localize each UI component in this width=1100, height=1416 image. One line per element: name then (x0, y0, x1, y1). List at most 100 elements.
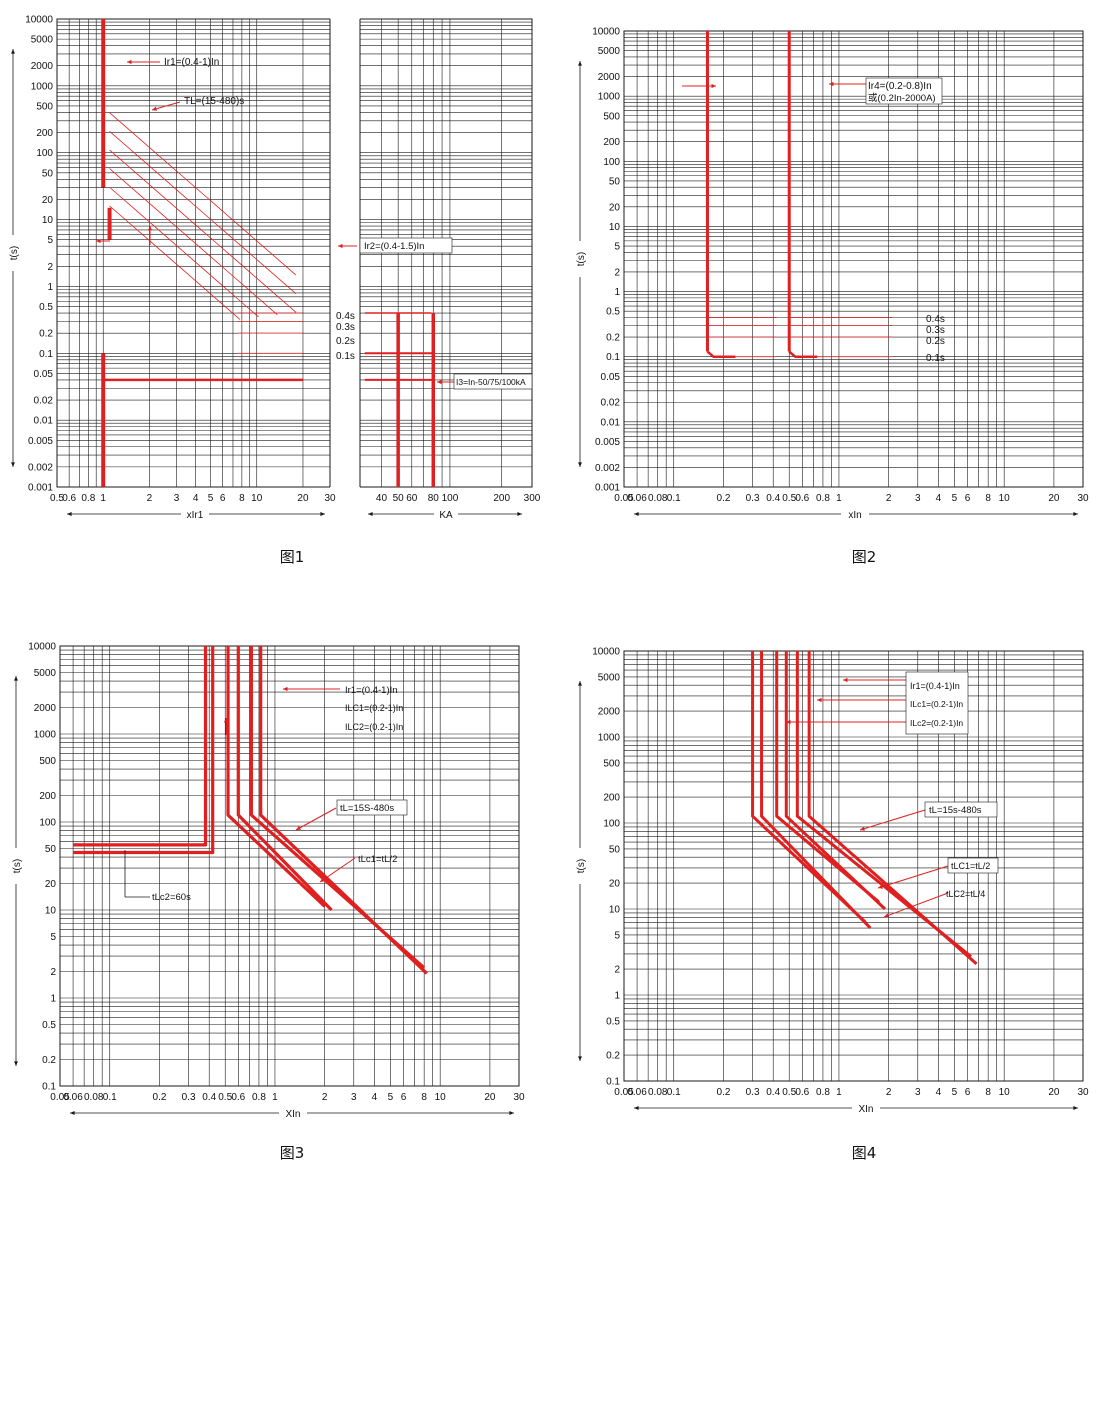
x-tick-label-4-6: 0.4 (766, 1087, 780, 1098)
y-tick-label-3-4: 2 (50, 967, 56, 978)
x-tick-label-2-18: 20 (1048, 493, 1060, 504)
caption-fig2: 图2 (851, 548, 877, 566)
x-tick-label-1-2: 0.8 (81, 493, 95, 504)
curve-band-0 (226, 646, 326, 908)
label-delay-2-5: 0.1s (926, 353, 945, 364)
x2-axis-arrow-head-1 (517, 512, 522, 516)
label-tlc2-3: tLc2=60s (152, 892, 191, 903)
x-tick-label-2-8: 0.6 (795, 493, 809, 504)
caption-fig3: 图3 (279, 1144, 305, 1162)
x-tick-label-3-3: 0.1 (103, 1092, 117, 1103)
arrow-left-small-head (96, 238, 101, 244)
y-tick-label-2-0: 0.001 (595, 483, 620, 494)
y-tick-label-4-13: 2000 (598, 707, 621, 718)
curve-ir4-knee-1 (788, 350, 818, 358)
gap-strip (330, 18, 360, 488)
y-axis-label-1: t(s) (9, 246, 20, 260)
y-label-bg-3 (9, 848, 23, 884)
x2-tick-label-3: 80 (428, 493, 440, 504)
caption-fig4: 图4 (851, 1144, 877, 1162)
y-tick-label-4-2: 0.5 (606, 1016, 620, 1027)
arrow-tl (151, 101, 181, 111)
y-tick-label-3-14: 5000 (34, 668, 57, 679)
y-tick-label-1-9: 1 (47, 282, 53, 293)
x-label-bg-1 (181, 507, 209, 521)
y-tick-label-4-4: 2 (614, 965, 620, 976)
x-tick-label-3-8: 0.6 (231, 1092, 245, 1103)
x-tick-label-1-7: 5 (208, 493, 214, 504)
y-tick-label-2-10: 2 (614, 267, 620, 278)
y-tick-label-4-0: 0.1 (606, 1077, 620, 1088)
y-tick-label-3-1: 0.2 (42, 1055, 56, 1066)
x-tick-label-3-13: 4 (372, 1092, 378, 1103)
arrow-tl-head (152, 106, 157, 111)
y-axis-label-4: t(s) (576, 859, 587, 873)
x-tick-label-3-18: 20 (484, 1092, 496, 1103)
y-tick-label-2-1: 0.002 (595, 463, 620, 474)
arrow-ir4-left-head (711, 83, 716, 89)
x-tick-label-4-19: 30 (1077, 1087, 1089, 1098)
label-delay-2-3: 0.3s (926, 325, 945, 336)
label-ir1: Ir1=(0.4-1)In (164, 57, 219, 68)
x-tick-label-3-7: 0.5 (218, 1092, 232, 1103)
x-tick-label-3-12: 3 (351, 1092, 357, 1103)
y-axis-arrow-3-head-1 (14, 1061, 18, 1066)
x-tick-label-1-5: 3 (174, 493, 180, 504)
x2-tick-label-0: 40 (376, 493, 388, 504)
y-label-bg-2 (573, 241, 587, 277)
x-tick-label-4-18: 20 (1048, 1087, 1060, 1098)
y-axis-label-2: t(s) (576, 252, 587, 266)
y-tick-label-2-4: 0.02 (601, 398, 621, 409)
y-tick-label-1-20: 5000 (31, 35, 54, 46)
y-tick-label-2-13: 20 (609, 202, 621, 213)
arrow-ilc2-4 (786, 719, 906, 725)
x-axis-arrow-2-head-1 (1073, 512, 1078, 516)
x-tick-label-4-0: 0.05 (614, 1087, 634, 1098)
x-tick-label-4-10: 1 (836, 1087, 842, 1098)
y-tick-label-1-8: 0.5 (39, 302, 53, 313)
x-tick-label-3-14: 5 (388, 1092, 394, 1103)
x-tick-label-2-13: 4 (936, 493, 942, 504)
y-tick-label-4-1: 0.2 (606, 1051, 620, 1062)
y-tick-label-1-17: 500 (36, 101, 53, 112)
arrow-tl-3-head (296, 825, 301, 830)
x-axis-label-4: XIn (858, 1104, 873, 1115)
arrow-tlc1-4 (877, 865, 949, 889)
y-tick-label-2-14: 50 (609, 176, 621, 187)
y-tick-label-4-10: 200 (603, 793, 620, 804)
y-tick-label-1-21: 10000 (25, 15, 53, 26)
x-tick-label-4-11: 2 (886, 1087, 892, 1098)
arrow-tlc1-3-head (320, 877, 325, 882)
x-tick-label-1-11: 20 (297, 493, 309, 504)
y-tick-label-2-17: 500 (603, 111, 620, 122)
label-box-tl-3 (336, 799, 408, 816)
arrow-i3 (437, 379, 455, 385)
x-label-bg-2 (841, 507, 869, 521)
y-tick-label-1-15: 100 (36, 148, 53, 159)
x-tick-label-1-1: 0.6 (62, 493, 76, 504)
x-tick-label-4-5: 0.3 (746, 1087, 760, 1098)
arrow-tlc2-4-head (884, 913, 889, 918)
y-axis-label-3: t(s) (12, 859, 23, 873)
y-tick-label-2-12: 10 (609, 222, 621, 233)
label-ir4-alt: 或(0.2In-2000A) (868, 92, 936, 104)
x-tick-label-3-11: 2 (322, 1092, 328, 1103)
arrow-ir4-left (682, 83, 716, 89)
x2-axis-label: KA (439, 510, 453, 521)
curve-tl-line-3 (109, 168, 278, 316)
plot-frame-4 (623, 650, 1084, 1082)
label-tl: TL=(15-480)s (184, 96, 244, 107)
x-tick-label-3-17: 10 (435, 1092, 447, 1103)
x-axis-label-1: xIr1 (187, 510, 204, 521)
y-tick-label-3-15: 10000 (28, 642, 56, 653)
y-tick-label-1-4: 0.02 (34, 396, 54, 407)
x2-label-bg (434, 507, 458, 521)
x-tick-label-3-6: 0.4 (202, 1092, 216, 1103)
x2-tick-label-2: 60 (406, 493, 418, 504)
y-tick-label-4-11: 500 (603, 758, 620, 769)
arrow-tl-4 (859, 809, 926, 831)
x-tick-label-1-10: 10 (251, 493, 263, 504)
x-label-bg-4 (852, 1101, 880, 1115)
